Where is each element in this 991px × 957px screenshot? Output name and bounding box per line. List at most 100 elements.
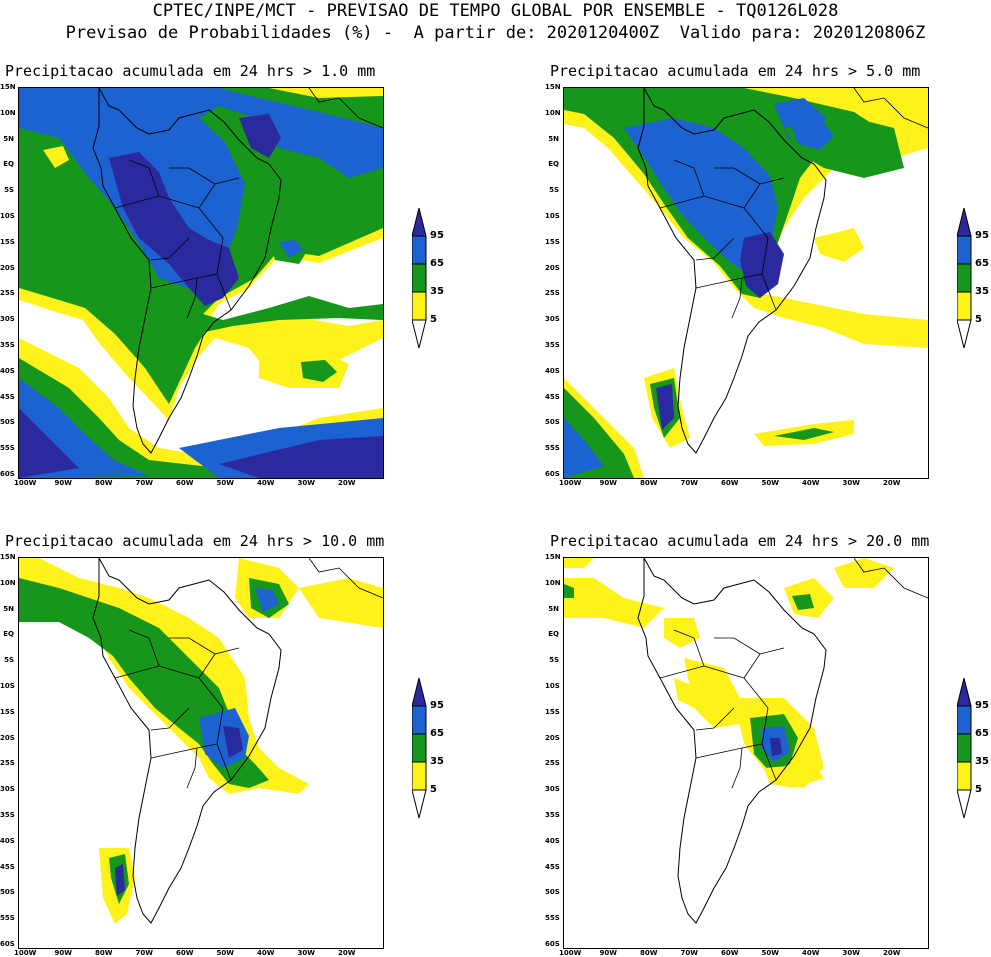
latitude-label: 20S bbox=[0, 733, 15, 742]
legend-label: 5 bbox=[430, 784, 437, 795]
legend-swatch-35 bbox=[412, 733, 427, 763]
probability-map bbox=[563, 87, 929, 479]
map-canvas bbox=[19, 558, 383, 924]
longitude-label: 80W bbox=[640, 479, 658, 487]
country-borders bbox=[114, 629, 240, 789]
latitude-label: 35S bbox=[0, 811, 15, 819]
latitude-label: 55S bbox=[0, 444, 15, 453]
latitude-label: 20S bbox=[0, 263, 15, 272]
probability-area-p65 bbox=[564, 418, 604, 478]
longitude-label: 40W bbox=[802, 949, 820, 957]
longitude-label: 100W bbox=[14, 479, 37, 487]
longitude-label: 100W bbox=[14, 949, 37, 957]
longitude-label: 60W bbox=[176, 949, 194, 957]
country-borders bbox=[659, 159, 785, 319]
latitude-label: EQ bbox=[3, 160, 14, 169]
latitude-label: 25S bbox=[0, 759, 15, 768]
legend-swatch-35 bbox=[957, 263, 972, 293]
latitude-label: 15S bbox=[545, 237, 560, 246]
longitude-label: 20W bbox=[883, 479, 901, 487]
longitude-label: 50W bbox=[761, 949, 779, 957]
main-title: CPTEC/INPE/MCT - PREVISAO DE TEMPO GLOBA… bbox=[152, 1, 839, 21]
probability-area-p5 bbox=[564, 558, 594, 568]
latitude-label: 25S bbox=[545, 289, 560, 298]
legend-swatch-5 bbox=[412, 291, 427, 321]
legend-swatch-95 bbox=[957, 208, 972, 237]
latitude-label: 10S bbox=[0, 212, 15, 220]
latitude-label: 5N bbox=[3, 134, 14, 143]
probability-area-p5 bbox=[834, 558, 894, 588]
probability-area-p35 bbox=[564, 584, 574, 598]
latitude-label: 10S bbox=[545, 682, 560, 690]
probability-area-p95 bbox=[223, 726, 243, 758]
longitude-label: 90W bbox=[54, 479, 72, 487]
legend-label: 35 bbox=[430, 756, 444, 767]
longitude-label: 80W bbox=[640, 949, 658, 957]
latitude-label: 55S bbox=[545, 914, 560, 923]
longitude-label: 70W bbox=[680, 949, 698, 957]
latitude-label: 50S bbox=[0, 418, 15, 427]
longitude-label: 40W bbox=[257, 479, 275, 487]
panel-title: Precipitacao acumulada em 24 hrs > 5.0 m… bbox=[550, 62, 921, 80]
longitude-label: 30W bbox=[842, 949, 860, 957]
longitude-label: 50W bbox=[216, 479, 234, 487]
longitude-label: 50W bbox=[216, 949, 234, 957]
legend-label: 35 bbox=[430, 286, 444, 297]
latitude-label: 35S bbox=[0, 341, 15, 349]
longitude-label: 100W bbox=[559, 949, 582, 957]
latitude-label: 35S bbox=[545, 811, 560, 819]
color-legend: 95 65 35 5 bbox=[957, 678, 991, 828]
probability-area-p65 bbox=[279, 240, 303, 258]
legend-swatch-35 bbox=[412, 263, 427, 293]
latitude-label: 55S bbox=[0, 914, 15, 923]
latitude-label: 45S bbox=[0, 862, 15, 871]
latitude-label: 30S bbox=[0, 315, 15, 324]
legend-bar bbox=[412, 678, 427, 819]
longitude-label: 70W bbox=[680, 479, 698, 487]
longitude-label: 60W bbox=[721, 479, 739, 487]
legend-bar bbox=[412, 208, 427, 349]
latitude-label: 15S bbox=[545, 707, 560, 716]
latitude-label: 45S bbox=[0, 392, 15, 401]
latitude-label: 50S bbox=[0, 888, 15, 897]
probability-area-p5 bbox=[674, 678, 698, 708]
legend-swatch-35 bbox=[957, 733, 972, 763]
probability-area-p65 bbox=[790, 118, 834, 150]
longitude-label: 80W bbox=[95, 479, 113, 487]
probability-map bbox=[18, 87, 384, 479]
latitude-label: EQ bbox=[548, 630, 559, 639]
latitude-label: 25S bbox=[545, 759, 560, 768]
latitude-label: 20S bbox=[545, 263, 560, 272]
legend-swatch-65 bbox=[957, 705, 972, 735]
latitude-label: 20S bbox=[545, 733, 560, 742]
probability-map bbox=[18, 557, 384, 949]
probability-area-p5 bbox=[564, 578, 664, 628]
longitude-label: 90W bbox=[599, 479, 617, 487]
latitude-label: 60S bbox=[0, 940, 15, 948]
legend-swatch-65 bbox=[957, 235, 972, 265]
legend-bar bbox=[957, 208, 972, 349]
probability-area-p5 bbox=[814, 228, 864, 262]
probability-area-p65 bbox=[624, 118, 778, 278]
probability-area-p95 bbox=[219, 436, 383, 478]
legend-label: 35 bbox=[975, 756, 989, 767]
latitude-label: 5S bbox=[549, 186, 559, 195]
legend-label: 65 bbox=[975, 258, 989, 269]
latitude-label: 40S bbox=[0, 366, 15, 375]
latitude-label: 50S bbox=[545, 418, 560, 427]
longitude-label: 70W bbox=[135, 949, 153, 957]
latitude-label: 10S bbox=[545, 212, 560, 220]
latitude-label: 5N bbox=[548, 134, 559, 143]
legend-label: 35 bbox=[975, 286, 989, 297]
latitude-label: 15N bbox=[0, 553, 16, 561]
legend-swatch-95 bbox=[957, 678, 972, 707]
probability-area-p95 bbox=[115, 864, 125, 896]
latitude-label: 40S bbox=[545, 366, 560, 375]
longitude-label: 40W bbox=[257, 949, 275, 957]
legend-bar bbox=[957, 678, 972, 819]
latitude-label: 10N bbox=[545, 108, 561, 117]
africa-coastline bbox=[308, 558, 383, 599]
longitude-label: 40W bbox=[802, 479, 820, 487]
longitude-label: 30W bbox=[297, 949, 315, 957]
latitude-label: 25S bbox=[0, 289, 15, 298]
